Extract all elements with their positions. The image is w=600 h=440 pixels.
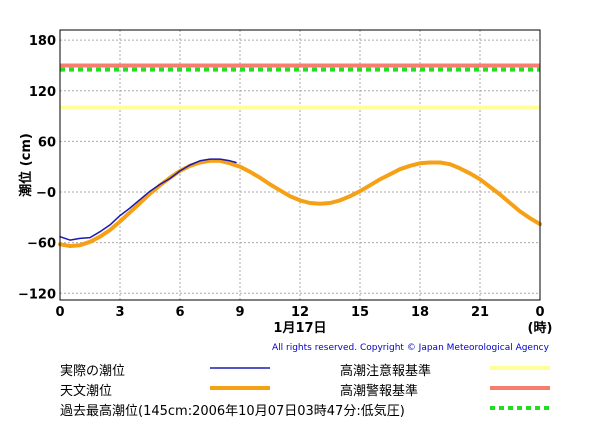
legend-record-swatch xyxy=(490,406,550,410)
legend-advisory-label: 高潮注意報基準 xyxy=(340,364,432,379)
y-tick-label: 60 xyxy=(38,135,56,150)
legend-astronomical-label: 天文潮位 xyxy=(60,384,113,399)
legend-advisory-swatch xyxy=(490,366,550,370)
tick-labels: 0 3 6 9 12 15 18 21 0 180 120 60 −0 −60 −120 xyxy=(18,34,545,320)
x-tick-label: 15 xyxy=(351,305,369,320)
legend-actual-swatch xyxy=(210,367,270,369)
copyright-notice: All rights reserved. Copyright © Japan M… xyxy=(272,343,549,353)
x-tick-label: 12 xyxy=(291,305,309,320)
legend-astronomical-swatch xyxy=(210,386,270,390)
legend-actual-label: 実際の潮位 xyxy=(60,364,126,379)
x-tick-label: 9 xyxy=(235,305,244,320)
x-tick-label: 0 xyxy=(535,305,544,320)
series-layer xyxy=(58,158,542,248)
legend-record-label: 過去最高潮位(145cm:2006年10月07日03時47分:低気圧) xyxy=(60,404,405,419)
x-tick-label: 0 xyxy=(55,305,64,320)
y-tick-label: 180 xyxy=(29,34,56,49)
grid-layer xyxy=(60,30,540,300)
x-tick-label: 21 xyxy=(471,305,489,320)
y-tick-label: −120 xyxy=(18,287,56,302)
x-unit-label: (時) xyxy=(528,320,553,336)
y-axis-label: 潮位 (cm) xyxy=(18,133,34,197)
series-actual-line xyxy=(59,158,237,241)
x-tick-label: 18 xyxy=(411,305,429,320)
legend-warning-label: 高潮警報基準 xyxy=(340,384,419,399)
x-tick-label: 3 xyxy=(115,305,124,320)
y-tick-label: −60 xyxy=(27,237,56,252)
reference-lines xyxy=(60,63,540,110)
plot-frame xyxy=(59,29,541,301)
x-date-label: 1月17日 xyxy=(273,321,326,336)
x-tick-label: 6 xyxy=(175,305,184,320)
y-tick-label: 120 xyxy=(29,85,56,100)
y-tick-label: −0 xyxy=(36,186,56,201)
legend-warning-swatch xyxy=(490,386,550,390)
series-astronomical-line xyxy=(58,158,542,248)
